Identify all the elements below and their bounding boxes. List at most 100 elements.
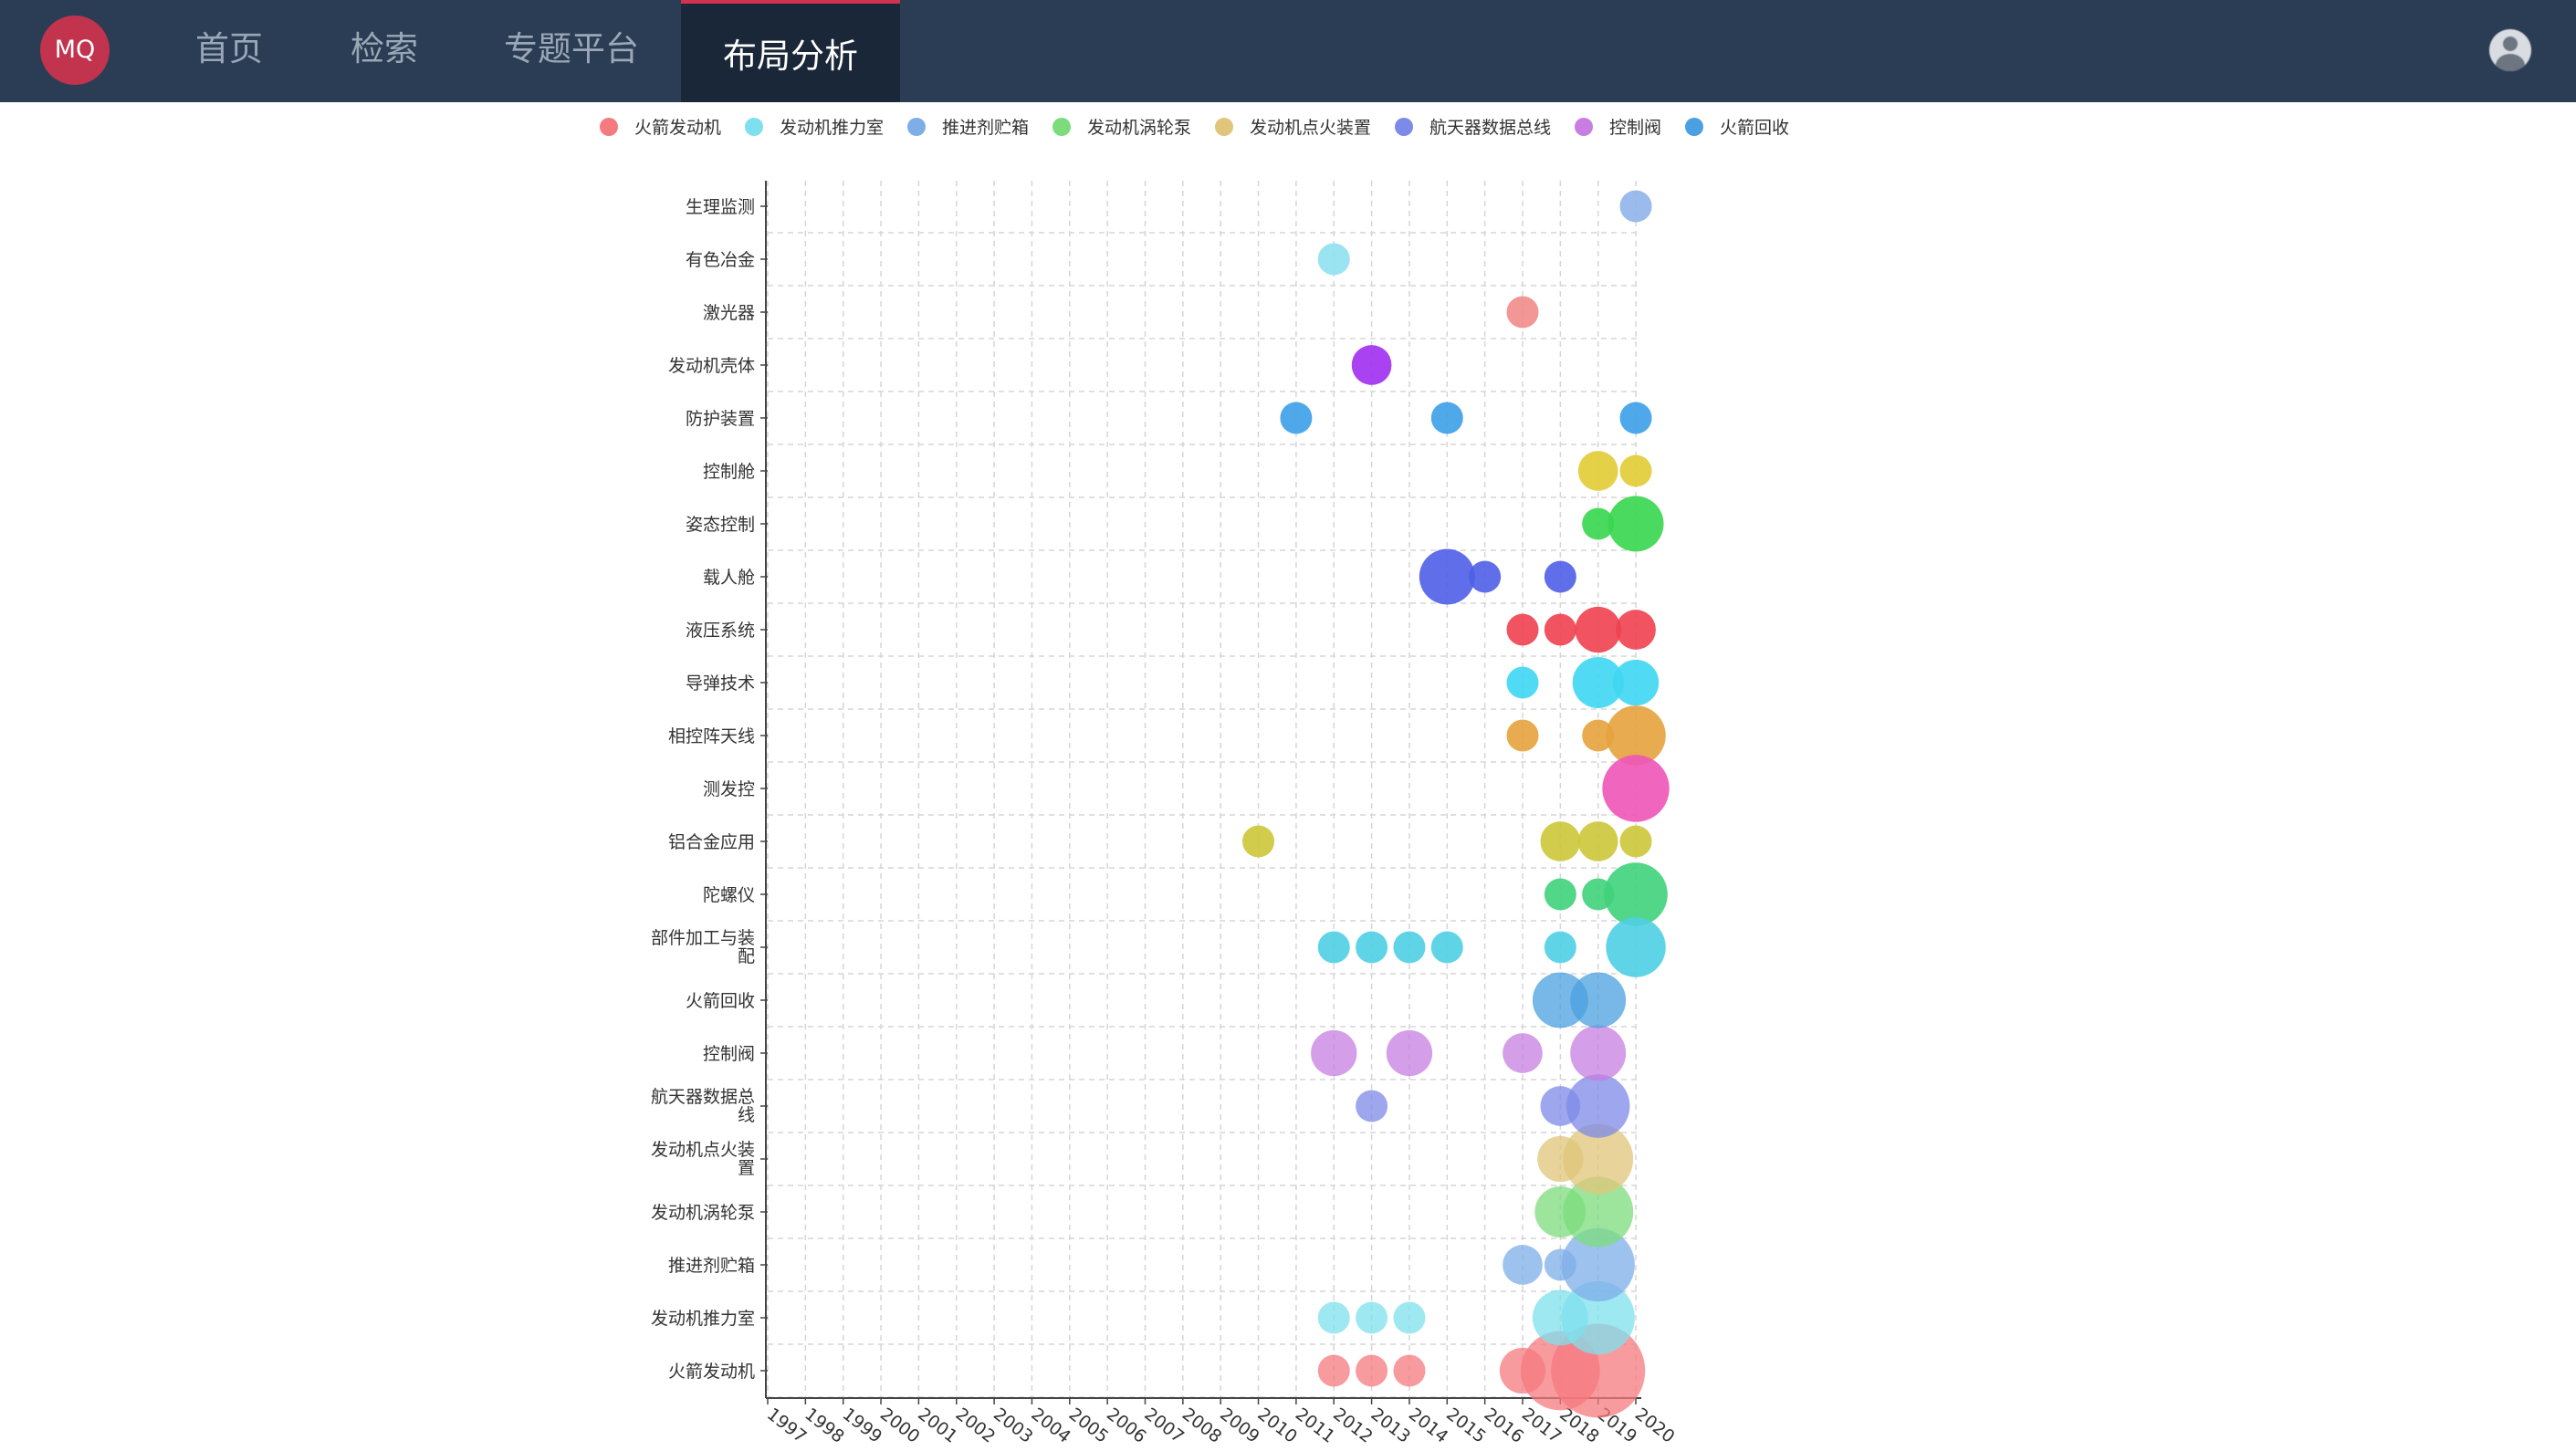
- bubble[interactable]: [1317, 1354, 1350, 1387]
- bubble[interactable]: [1565, 1074, 1630, 1138]
- bubble[interactable]: [1561, 1227, 1635, 1302]
- bubble[interactable]: [1544, 560, 1576, 593]
- legend-label[interactable]: 控制阀: [1609, 118, 1661, 138]
- x-tick-label: 2009: [1216, 1404, 1263, 1447]
- bubble[interactable]: [1563, 1176, 1634, 1247]
- bubble[interactable]: [1604, 862, 1668, 926]
- bubble[interactable]: [1317, 1301, 1350, 1334]
- y-tick-label: 推进剂贮箱: [668, 1256, 755, 1276]
- bubble[interactable]: [1356, 931, 1388, 964]
- legend-marker[interactable]: [600, 118, 618, 136]
- legend-marker[interactable]: [1395, 118, 1413, 136]
- x-tick-label: 2003: [990, 1404, 1037, 1447]
- bubble[interactable]: [1242, 825, 1275, 858]
- bubble[interactable]: [1575, 606, 1621, 653]
- bubble[interactable]: [1393, 1354, 1426, 1387]
- legend-label[interactable]: 火箭回收: [1720, 118, 1789, 138]
- x-tick-label: 2007: [1140, 1404, 1188, 1447]
- bubble[interactable]: [1544, 931, 1576, 964]
- bubble[interactable]: [1577, 821, 1618, 861]
- bubble[interactable]: [1612, 659, 1660, 706]
- bubble[interactable]: [1570, 1025, 1627, 1081]
- bubble[interactable]: [1356, 1090, 1388, 1122]
- bubble[interactable]: [1561, 1280, 1635, 1355]
- bubble[interactable]: [1582, 719, 1615, 752]
- bubble[interactable]: [1311, 1029, 1357, 1077]
- legend-label[interactable]: 推进剂贮箱: [942, 118, 1029, 138]
- nav-layout-analysis[interactable]: 布局分析: [681, 0, 900, 102]
- y-tick-label: 控制阀: [703, 1044, 755, 1064]
- legend-marker[interactable]: [1575, 118, 1593, 136]
- bubble[interactable]: [1602, 755, 1670, 822]
- bubble[interactable]: [1619, 402, 1652, 434]
- nav-topic-platform[interactable]: 专题平台: [504, 29, 639, 68]
- grid: [767, 181, 1642, 1398]
- x-tick-label: 2008: [1178, 1404, 1226, 1447]
- bubble[interactable]: [1563, 1123, 1634, 1195]
- bubble[interactable]: [1280, 402, 1313, 434]
- bubble[interactable]: [1577, 451, 1618, 491]
- legend-label[interactable]: 发动机涡轮泵: [1087, 118, 1191, 138]
- bubble[interactable]: [1619, 825, 1652, 858]
- bubble[interactable]: [1606, 917, 1666, 977]
- bubble[interactable]: [1572, 657, 1624, 708]
- bubble[interactable]: [1582, 507, 1615, 540]
- bubble[interactable]: [1419, 548, 1475, 605]
- bubble[interactable]: [1619, 454, 1652, 487]
- y-tick-label: 部件加工与装配: [651, 928, 755, 966]
- y-tick-label: 生理监测: [686, 197, 755, 217]
- bubble[interactable]: [1317, 931, 1350, 964]
- legend-marker[interactable]: [907, 118, 926, 136]
- bubble[interactable]: [1544, 613, 1576, 646]
- bubble[interactable]: [1386, 1029, 1433, 1077]
- x-tick-label: 2002: [952, 1404, 1000, 1447]
- x-tick-label: 2006: [1103, 1404, 1150, 1447]
- x-tick-label: 1999: [839, 1404, 886, 1447]
- bubble[interactable]: [1540, 821, 1581, 861]
- bubble[interactable]: [1469, 560, 1502, 593]
- bubble[interactable]: [1351, 345, 1392, 385]
- x-tick-label: 2017: [1518, 1404, 1565, 1447]
- x-tick-label: 2005: [1065, 1404, 1113, 1447]
- legend-label[interactable]: 发动机点火装置: [1250, 118, 1371, 138]
- y-tick-label: 导弹技术: [686, 673, 755, 694]
- bubble[interactable]: [1544, 878, 1576, 911]
- bubble[interactable]: [1503, 1245, 1543, 1285]
- bubble[interactable]: [1506, 613, 1539, 646]
- bubble[interactable]: [1570, 972, 1627, 1028]
- legend-marker[interactable]: [1215, 118, 1233, 136]
- x-tick-label: 2013: [1367, 1404, 1415, 1447]
- x-tick-label: 1997: [763, 1404, 811, 1447]
- bubble[interactable]: [1616, 610, 1656, 650]
- bubble[interactable]: [1393, 931, 1426, 964]
- bubble[interactable]: [1607, 496, 1664, 552]
- legend-label[interactable]: 发动机推力室: [780, 118, 884, 138]
- bubble[interactable]: [1430, 931, 1463, 964]
- y-tick-label: 火箭回收: [686, 991, 755, 1011]
- bubble[interactable]: [1393, 1301, 1426, 1334]
- legend-label[interactable]: 火箭发动机: [634, 118, 721, 138]
- bubble[interactable]: [1506, 719, 1539, 752]
- legend-marker[interactable]: [1685, 118, 1703, 136]
- bubble[interactable]: [1619, 190, 1652, 223]
- nav-home[interactable]: 首页: [195, 29, 263, 68]
- logo-badge[interactable]: MQ: [40, 16, 110, 85]
- bubble[interactable]: [1430, 402, 1463, 434]
- legend-label[interactable]: 航天器数据总线: [1429, 118, 1551, 138]
- nav-search[interactable]: 检索: [351, 29, 418, 68]
- bubble[interactable]: [1317, 243, 1350, 276]
- legend-marker[interactable]: [1052, 118, 1071, 136]
- bubble[interactable]: [1506, 666, 1539, 699]
- x-tick-label: 2020: [1631, 1404, 1679, 1447]
- user-avatar-icon[interactable]: [2489, 29, 2531, 71]
- x-tick-label: 2011: [1292, 1404, 1339, 1447]
- bubble[interactable]: [1356, 1354, 1388, 1387]
- bubble[interactable]: [1506, 296, 1539, 329]
- bubble[interactable]: [1356, 1301, 1388, 1334]
- x-tick-label: 2010: [1253, 1404, 1301, 1447]
- x-tick-label: 2014: [1405, 1404, 1452, 1447]
- bubble[interactable]: [1551, 1323, 1646, 1418]
- bubble[interactable]: [1606, 705, 1666, 766]
- bubble[interactable]: [1503, 1033, 1543, 1073]
- legend-marker[interactable]: [745, 118, 763, 136]
